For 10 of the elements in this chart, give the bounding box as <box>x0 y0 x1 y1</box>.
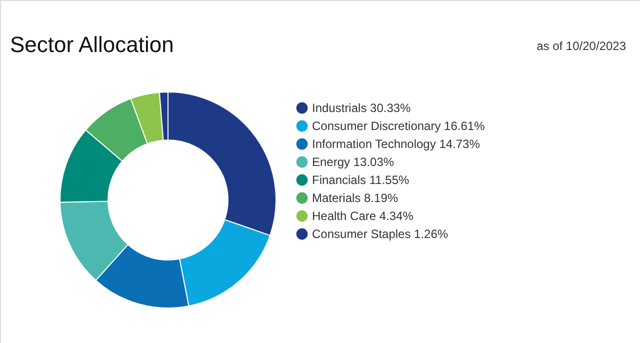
legend-label: Consumer Staples 1.26% <box>312 227 448 241</box>
legend-label: Materials 8.19% <box>312 191 398 205</box>
legend-label: Financials 11.55% <box>312 173 410 187</box>
legend-label: Energy 13.03% <box>312 155 394 169</box>
chart-title: Sector Allocation <box>10 32 174 57</box>
legend-label: Industrials 30.33% <box>312 101 412 115</box>
legend-label: Consumer Discretionary 16.61% <box>312 119 486 133</box>
legend-label: Health Care 4.34% <box>312 209 414 223</box>
text: as of 10/20/2023 <box>536 39 626 53</box>
legend-label: Information Technology 14.73% <box>312 137 480 151</box>
